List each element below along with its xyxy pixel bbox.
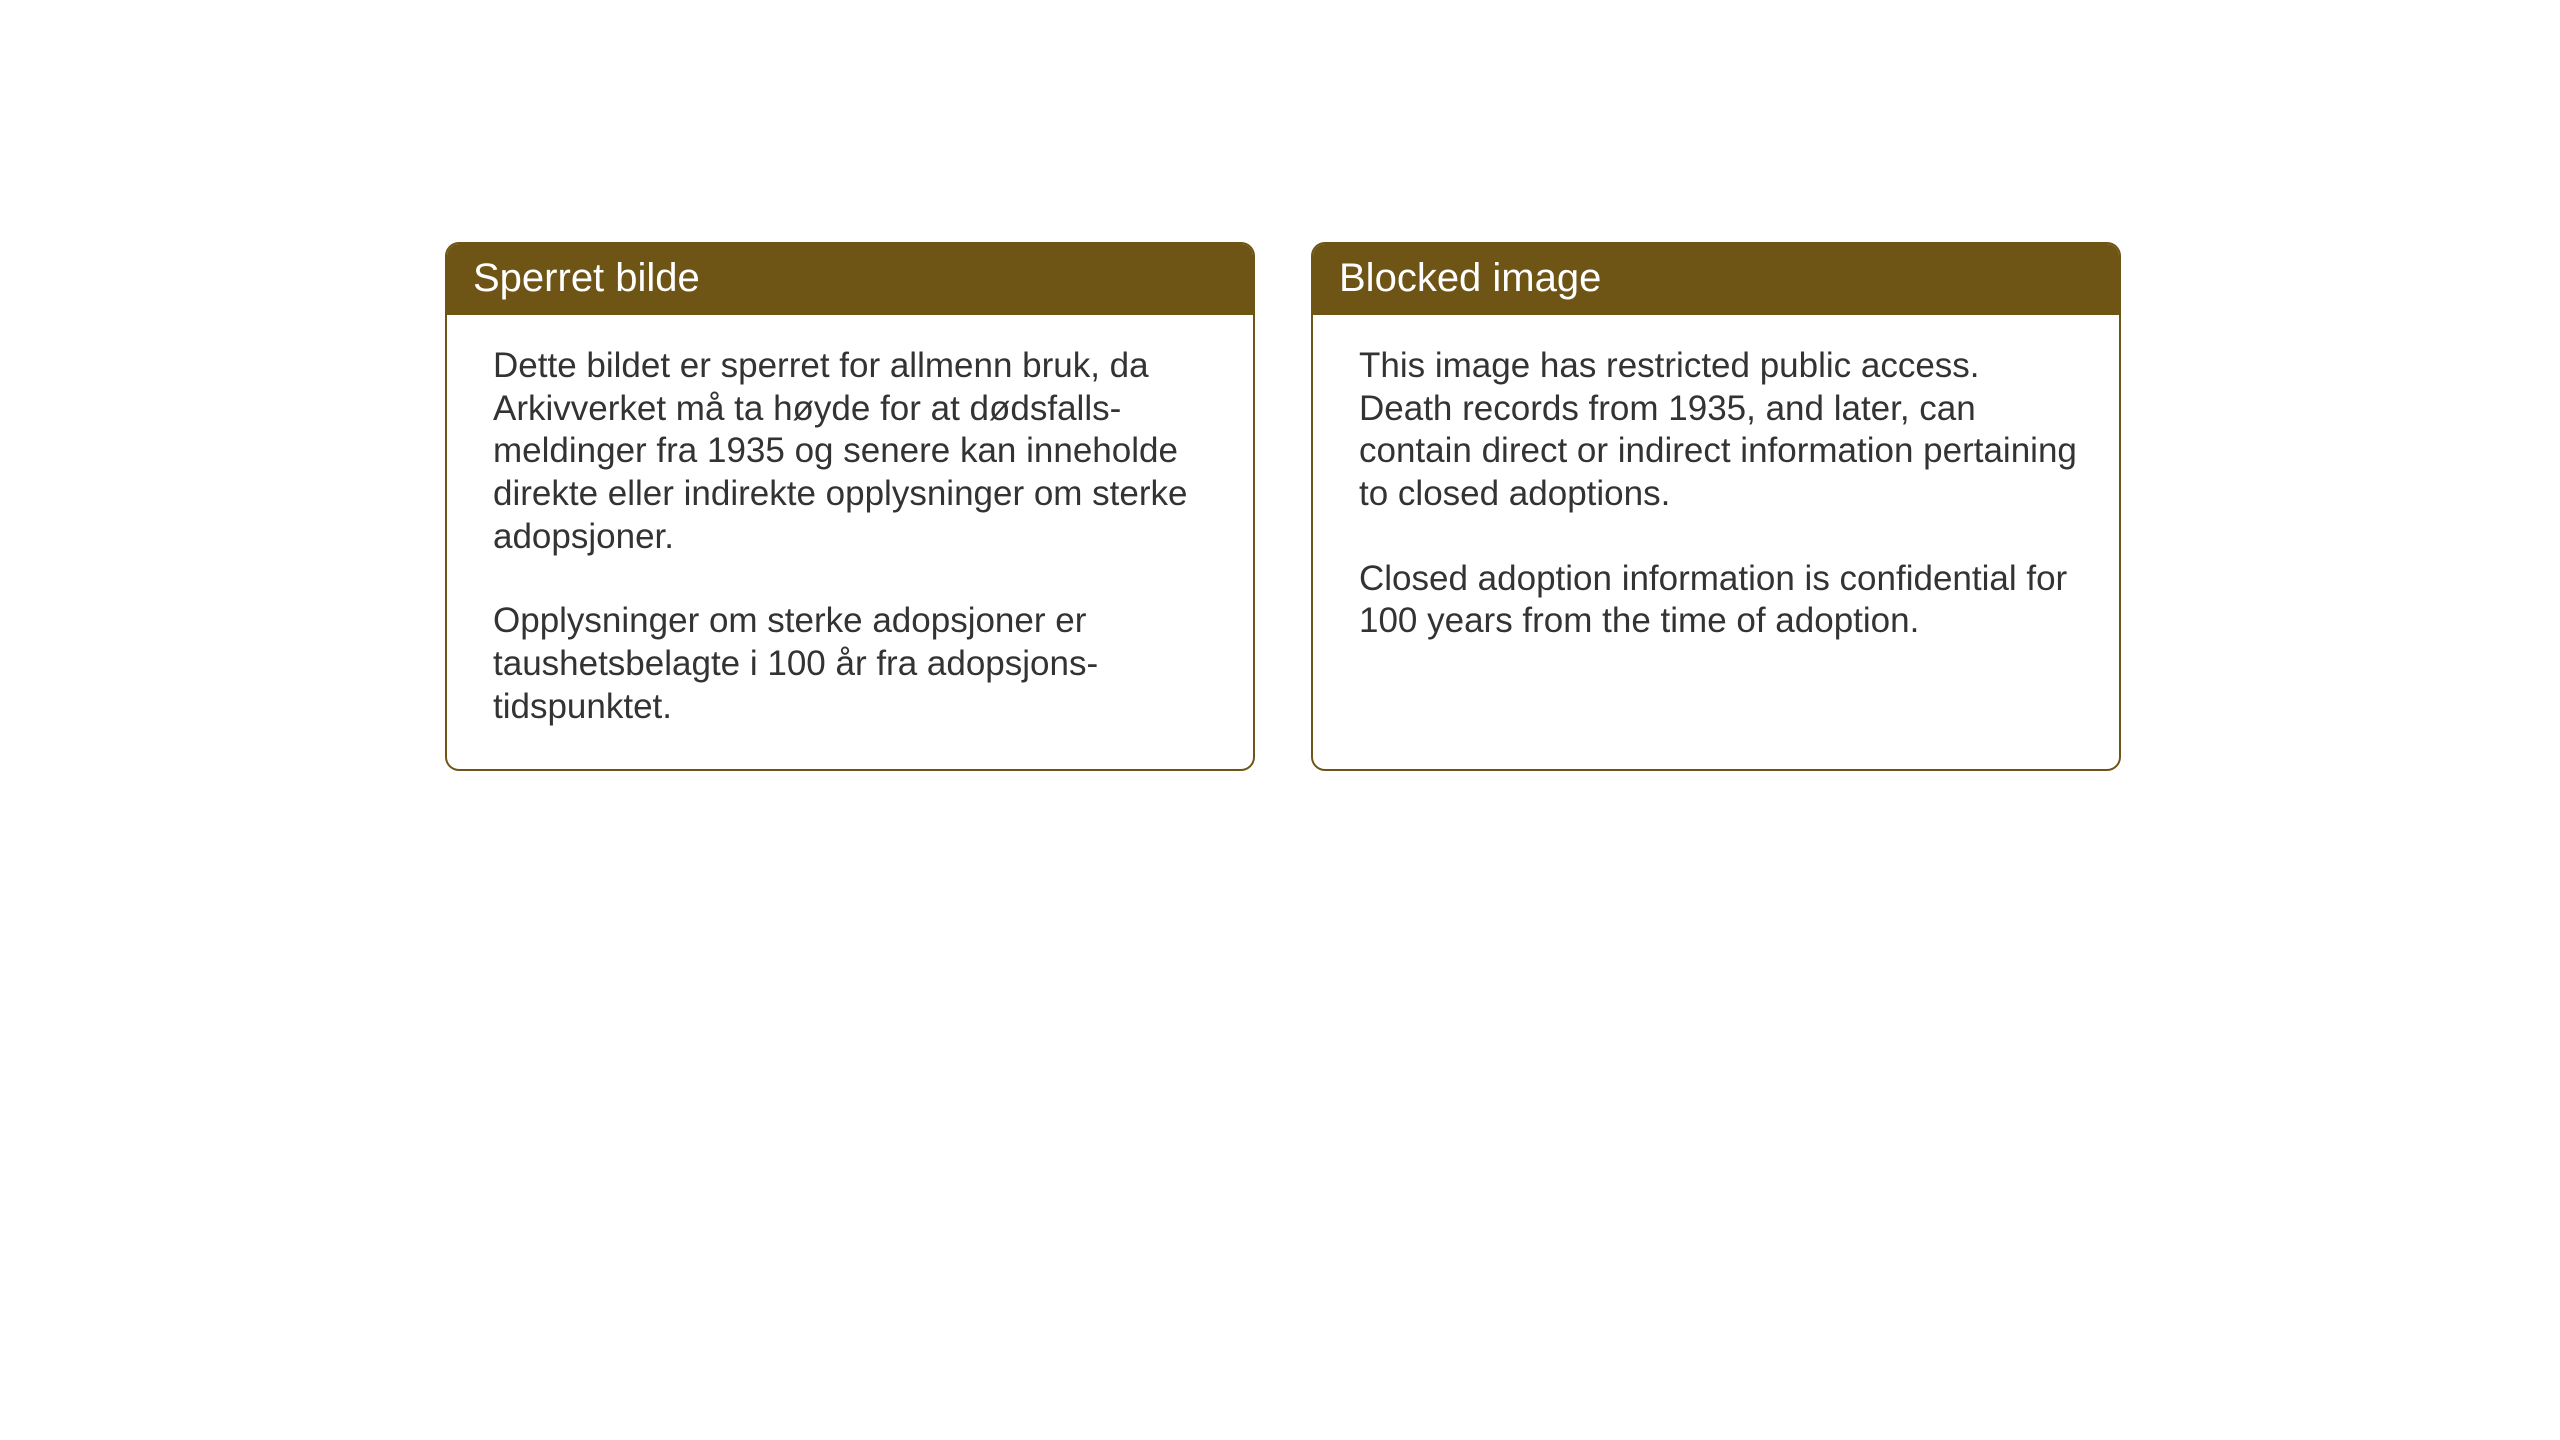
card-english: Blocked image This image has restricted … [1311,242,2121,771]
cards-container: Sperret bilde Dette bildet er sperret fo… [0,0,2560,771]
card-header-norwegian: Sperret bilde [447,244,1253,315]
card-header-english: Blocked image [1313,244,2119,315]
card-title-english: Blocked image [1339,256,1601,300]
card-paragraph1-english: This image has restricted public access.… [1359,345,2079,516]
card-paragraph2-english: Closed adoption information is confident… [1359,558,2079,643]
card-title-norwegian: Sperret bilde [473,256,700,300]
card-body-english: This image has restricted public access.… [1313,315,2119,683]
card-paragraph1-norwegian: Dette bildet er sperret for allmenn bruk… [493,345,1213,558]
card-paragraph2-norwegian: Opplysninger om sterke adopsjoner er tau… [493,600,1213,728]
card-body-norwegian: Dette bildet er sperret for allmenn bruk… [447,315,1253,769]
card-norwegian: Sperret bilde Dette bildet er sperret fo… [445,242,1255,771]
